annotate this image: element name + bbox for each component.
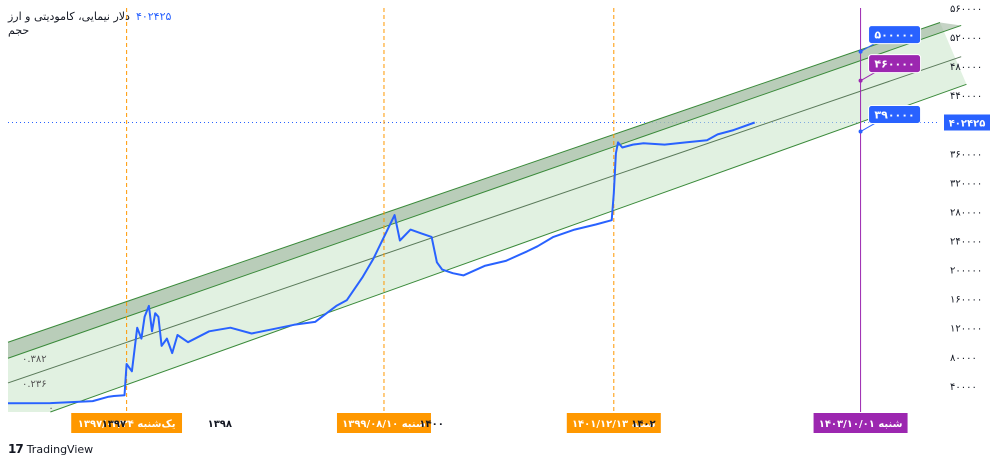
- y-axis: ۴۰۰۰۰ ۸۰۰۰۰ ۱۲۰۰۰۰ ۱۶۰۰۰۰ ۲۰۰۰۰۰ ۲۴۰۰۰۰ ۲۸۰۰۰۰…: [944, 4, 990, 393]
- channel-lower-line: [50, 83, 967, 413]
- event-line-layer: یک‌شنبه ۱۳۹۷/۰۴/۲۴ شنبه ۱۳۹۹/۰۸/۱۰ شنبه ۱۴…: [71, 8, 908, 433]
- channel-layer: ۰.۳۸۲ ۰.۲۳۶ ۰: [7, 22, 967, 414]
- channel-fib-0382-line: [7, 24, 962, 359]
- target-pointer-0: [860, 43, 875, 53]
- target-label-0: ۵۰۰۰۰۰: [874, 29, 914, 42]
- x-tick-label-0: ۱۳۹۷: [102, 419, 126, 430]
- legend-title-row: ۴۰۲۴۲۵ دلار نیمایی، کامودیتی و ارز: [8, 10, 171, 24]
- y-tick-label-6: ۲۸۰۰۰۰: [950, 207, 982, 218]
- tradingview-logo-icon: 17: [8, 442, 24, 456]
- target-layer: ۵۰۰۰۰۰ ۴۶۰۰۰۰ ۳۹۰۰۰۰: [858, 25, 922, 134]
- y-tick-label-3: ۱۶۰۰۰۰: [950, 295, 982, 306]
- legend-title: دلار نیمایی، کامودیتی و ارز: [8, 10, 130, 23]
- target-box-2: [868, 105, 922, 125]
- target-dot-2: [858, 129, 863, 134]
- event-label-3: شنبه ۱۴۰۳/۱۰/۰۱: [819, 419, 903, 430]
- event-label-2: شنبه ۱۴۰۱/۱۲/۱۳: [572, 419, 656, 430]
- event-label-box-3: [813, 413, 908, 433]
- y-tick-label-11: ۵۲۰۰۰۰: [950, 33, 982, 44]
- channel-upper-line: [7, 22, 941, 343]
- event-label-1: شنبه ۱۳۹۹/۰۸/۱۰: [342, 419, 426, 430]
- legend-value: ۴۰۲۴۲۵: [135, 10, 172, 23]
- y-tick-label-12: ۵۶۰۰۰۰: [950, 4, 982, 15]
- y-tick-label-8: ۳۶۰۰۰۰: [950, 149, 982, 160]
- target-label-2: ۳۹۰۰۰۰: [874, 109, 914, 122]
- legend-volume: حجم: [8, 24, 30, 37]
- x-tick-label-3: ۱۴۰۲: [631, 419, 655, 430]
- y-tick-label-2: ۱۲۰۰۰۰: [950, 324, 982, 335]
- y-tick-label-0: ۴۰۰۰۰: [950, 382, 977, 393]
- y-tick-label-4: ۲۰۰۰۰۰: [950, 266, 982, 277]
- channel-lower-fill: [8, 22, 967, 412]
- event-label-box-0: [71, 413, 183, 433]
- tradingview-branding[interactable]: 17 TradingView: [8, 442, 93, 456]
- x-axis: ۱۳۹۷ ۱۳۹۸ ۱۴۰۰ ۱۴۰۲: [102, 419, 656, 430]
- event-label-box-1: [336, 413, 431, 433]
- event-label-0: یک‌شنبه ۱۳۹۷/۰۴/۲۴: [78, 419, 176, 430]
- target-pointer-2: [860, 123, 875, 132]
- last-price-label: ۴۰۲۴۲۵: [949, 118, 986, 129]
- y-tick-label-9: ۴۴۰۰۰۰: [950, 91, 982, 102]
- channel-fib-0236-line: [7, 56, 962, 384]
- event-label-box-2: [566, 413, 661, 433]
- target-box-0: [868, 25, 922, 45]
- y-tick-label-5: ۲۴۰۰۰۰: [950, 237, 982, 248]
- y-tick-label-1: ۸۰۰۰۰: [950, 353, 977, 364]
- tradingview-name: TradingView: [26, 442, 94, 456]
- fib-0382-label: ۰.۳۸۲: [22, 354, 47, 365]
- chart-legend: ۴۰۲۴۲۵ دلار نیمایی، کامودیتی و ارز حجم: [8, 10, 171, 38]
- x-tick-label-1: ۱۳۹۸: [208, 419, 232, 430]
- price-line: [7, 121, 756, 405]
- fib-0236-label: ۰.۲۳۶: [22, 379, 47, 390]
- target-pointer-1: [860, 72, 875, 82]
- channel-lower-start-label: ۰: [48, 403, 53, 414]
- target-label-1: ۴۶۰۰۰۰: [874, 58, 914, 71]
- x-tick-label-2: ۱۴۰۰: [419, 419, 443, 430]
- target-dot-1: [858, 78, 863, 83]
- price-series-layer: [7, 121, 756, 405]
- last-price-badge: [944, 114, 990, 131]
- target-box-1: [868, 54, 922, 74]
- target-dot-0: [858, 49, 863, 54]
- y-tick-label-10: ۴۸۰۰۰۰: [950, 62, 982, 73]
- y-tick-label-7: ۳۲۰۰۰۰: [950, 178, 982, 189]
- channel-upper-fill: [8, 22, 962, 359]
